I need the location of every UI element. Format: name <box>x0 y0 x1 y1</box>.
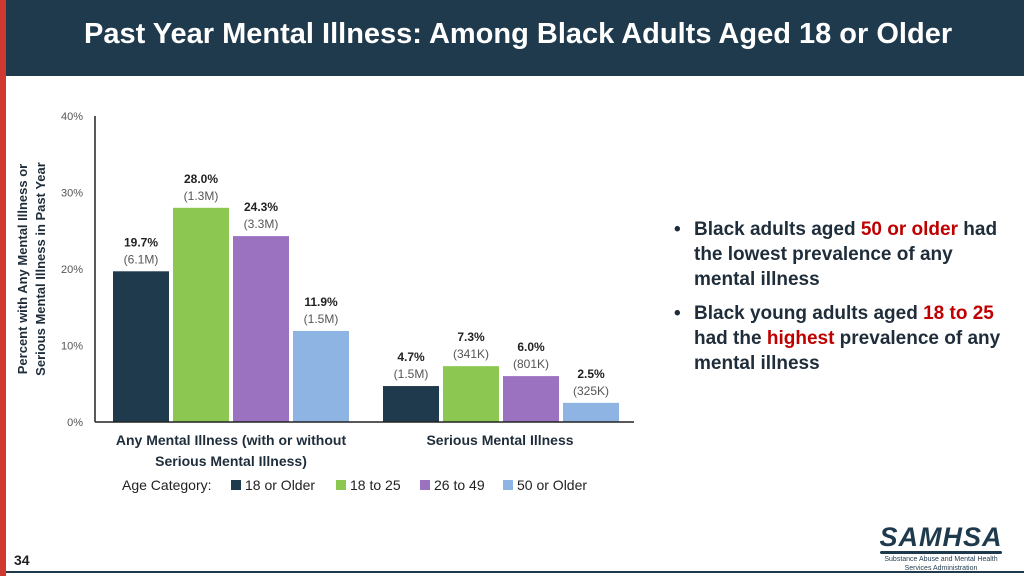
y-tick-label: 0% <box>67 417 83 429</box>
bar <box>563 402 619 422</box>
logo-subtitle: Services Administration <box>904 565 978 572</box>
page-number: 34 <box>14 552 30 568</box>
bar <box>443 366 499 422</box>
y-tick-label: 20% <box>61 264 83 276</box>
bottom-rule <box>6 571 1024 573</box>
legend-label: 18 or Older <box>245 477 315 493</box>
bar <box>293 330 349 422</box>
category-label: Any Mental Illness (with or without <box>116 432 347 448</box>
data-label-count: (6.1M) <box>124 252 159 266</box>
bar <box>383 386 439 422</box>
legend-label: 50 or Older <box>517 477 587 493</box>
legend-swatch <box>231 480 241 490</box>
data-label: 28.0% <box>184 172 218 186</box>
bar <box>233 236 289 422</box>
data-label-count: (325K) <box>573 384 609 398</box>
finding-item: Black adults aged 50 or older had the lo… <box>672 217 1002 292</box>
highlight-text: highest <box>766 328 835 349</box>
data-label: 7.3% <box>457 330 485 344</box>
data-label-count: (341K) <box>453 347 489 361</box>
data-label-count: (1.5M) <box>394 367 429 381</box>
logo-subtitle: Substance Abuse and Mental Health <box>884 556 998 563</box>
data-label: 4.7% <box>397 350 425 364</box>
highlight-text: 18 to 25 <box>923 303 994 324</box>
slide-title: Past Year Mental Illness: Among Black Ad… <box>84 18 953 50</box>
highlight-text: 50 or older <box>860 219 958 240</box>
legend-swatch <box>336 480 346 490</box>
data-label-count: (801K) <box>513 357 549 371</box>
y-axis-title: Percent with Any Mental Illness or <box>15 164 30 374</box>
slide-header: Past Year Mental Illness: Among Black Ad… <box>6 0 1024 76</box>
legend-title: Age Category: <box>122 477 212 493</box>
y-tick-label: 40% <box>61 111 83 123</box>
data-label: 6.0% <box>517 340 545 354</box>
data-label-count: (1.5M) <box>304 312 339 326</box>
finding-item: Black young adults aged 18 to 25 had the… <box>672 301 1002 376</box>
bar <box>173 207 229 422</box>
left-accent-bar <box>0 0 6 576</box>
category-label: Serious Mental Illness <box>426 432 573 448</box>
key-findings-list: Black adults aged 50 or older had the lo… <box>672 217 1002 385</box>
data-label-count: (1.3M) <box>184 189 219 203</box>
category-label: Serious Mental Illness) <box>155 453 307 469</box>
y-tick-label: 30% <box>61 188 83 200</box>
y-axis-title: Serious Mental Illness in Past Year <box>33 162 48 376</box>
logo-swoosh <box>880 551 1002 554</box>
samhsa-logo: SAMHSA Substance Abuse and Mental Health… <box>876 523 1006 573</box>
bar <box>113 271 169 422</box>
data-label: 19.7% <box>124 235 158 249</box>
legend-label: 18 to 25 <box>350 477 401 493</box>
data-label-count: (3.3M) <box>244 217 279 231</box>
legend-swatch <box>420 480 430 490</box>
bar-chart: 0% 10% 20% 30% 40% Percent with Any Mental Il… <box>15 111 634 493</box>
data-label: 2.5% <box>577 367 605 381</box>
bar <box>503 376 559 422</box>
y-tick-label: 10% <box>61 341 83 353</box>
data-label: 11.9% <box>304 295 338 309</box>
data-label: 24.3% <box>244 200 278 214</box>
legend-swatch <box>503 480 513 490</box>
legend-label: 26 to 49 <box>434 477 485 493</box>
logo-wordmark: SAMHSA <box>879 522 1003 552</box>
